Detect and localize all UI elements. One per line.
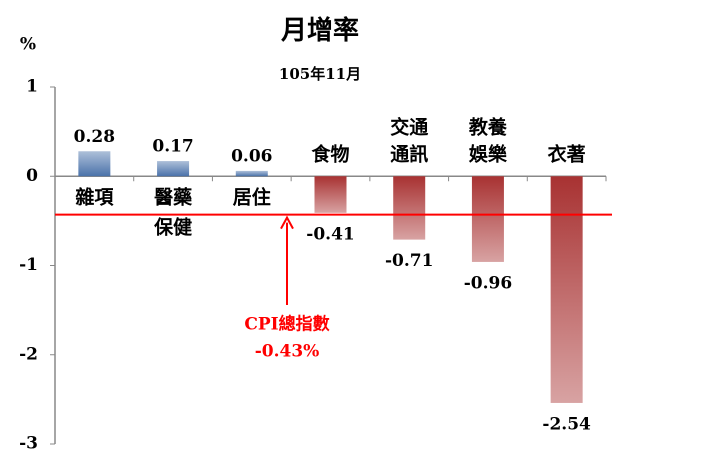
x-tick-label: 雜項 [75, 185, 114, 208]
arrow-head [280, 215, 294, 230]
x-tick-label: 居住 [233, 185, 271, 208]
value-label: 0.17 [152, 137, 193, 157]
value-label: 0.06 [231, 146, 272, 166]
x-tick-label: 教養 [469, 115, 508, 138]
y-tick-label: -3 [19, 434, 38, 454]
reference-name: CPI總指數 [244, 314, 329, 335]
x-tick-label: 交通 [390, 115, 429, 138]
chart-subtitle: 105年11月 [279, 65, 361, 83]
x-tick-label: 衣著 [548, 142, 586, 165]
bar [471, 176, 504, 262]
x-tick-label: 保健 [153, 215, 192, 238]
bar [550, 176, 583, 403]
bar [157, 161, 190, 177]
x-tick-label: 食物 [311, 142, 349, 165]
y-tick-label: 1 [26, 77, 38, 97]
value-label: -2.54 [542, 414, 591, 434]
bar [314, 176, 347, 213]
bar [78, 151, 111, 177]
y-tick-label: -1 [19, 255, 38, 275]
value-label: -0.71 [385, 251, 433, 271]
bar [393, 176, 426, 240]
bar [235, 170, 268, 177]
chart-title: 月增率 [280, 15, 359, 46]
y-unit: % [20, 35, 36, 55]
value-label: -0.96 [464, 273, 512, 293]
value-label: -0.41 [306, 224, 354, 244]
y-tick-label: -2 [19, 344, 38, 364]
y-tick-label: 0 [26, 166, 38, 186]
x-tick-label: 醫藥 [154, 186, 193, 208]
x-tick-label: 通訊 [390, 142, 428, 165]
value-label: 0.28 [74, 127, 115, 147]
reference-label: -0.43% [255, 342, 320, 362]
x-tick-label: 娛樂 [468, 142, 508, 165]
